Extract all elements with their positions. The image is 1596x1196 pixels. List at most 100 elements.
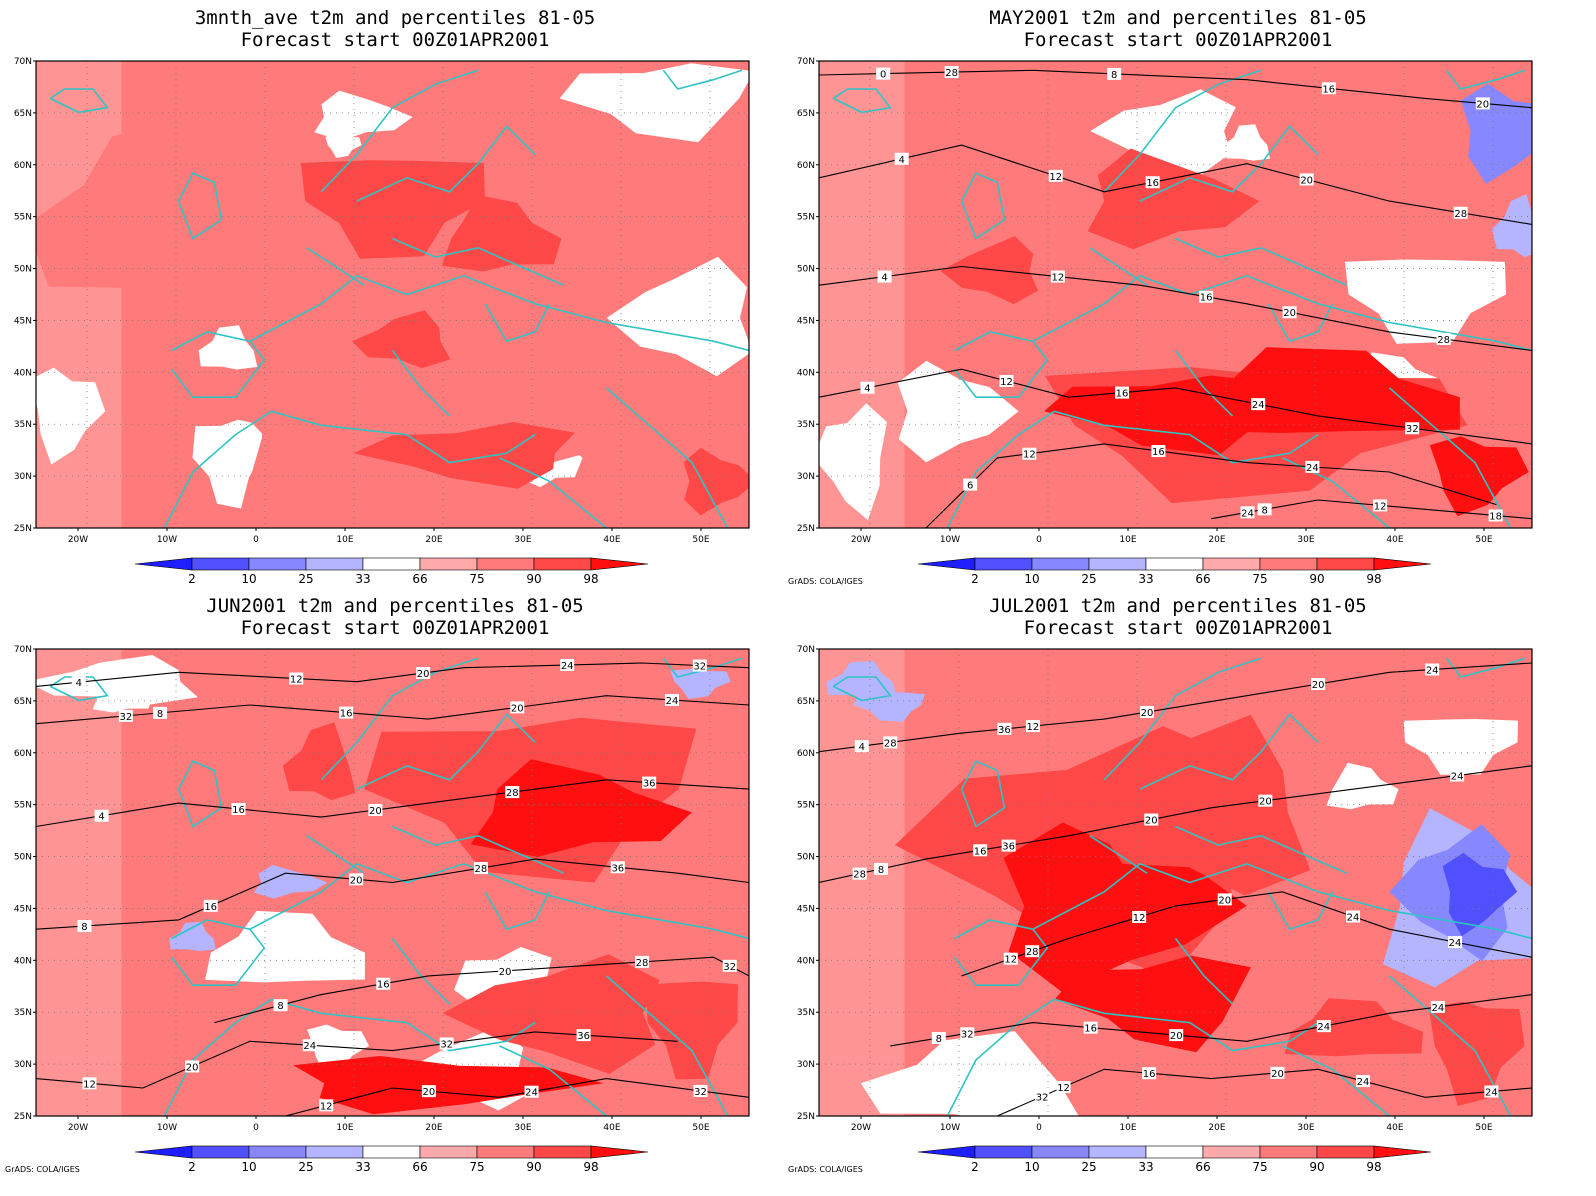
panel-title-line2: Forecast start 00Z01APR2001 xyxy=(1023,617,1333,639)
coastline xyxy=(320,69,479,193)
colorbar-swatch xyxy=(248,557,307,571)
contour-label: 24 xyxy=(1357,1077,1370,1088)
percentile-region xyxy=(940,236,1039,305)
coastline xyxy=(306,247,365,286)
map-svg: 4812812121612161620202020202020242424242… xyxy=(797,645,1533,1174)
colorbar-swatch xyxy=(533,1145,592,1159)
percentile-region xyxy=(307,1024,370,1073)
contour-label: 36 xyxy=(998,725,1011,736)
colorbar-swatch xyxy=(1316,1145,1375,1159)
percentile-region xyxy=(1344,259,1506,344)
percentile-region xyxy=(441,194,562,272)
contour-label-bg xyxy=(1282,306,1297,319)
contour-line xyxy=(36,858,749,930)
contour-label: 8 xyxy=(157,709,163,720)
percentile-region xyxy=(36,649,122,1116)
percentile-region xyxy=(1284,998,1423,1057)
contour-label-bg xyxy=(1001,839,1016,852)
coastline xyxy=(1089,247,1148,286)
percentile-region xyxy=(36,61,122,528)
colorbar-label: 25 xyxy=(298,572,313,586)
percentile-region xyxy=(192,419,264,509)
lon-tick-label: 20E xyxy=(1208,1123,1225,1133)
lat-tick-label: 30N xyxy=(797,472,815,482)
contour-label-bg xyxy=(1321,82,1336,95)
contour-label: 4 xyxy=(864,384,870,395)
lat-tick-label: 40N xyxy=(14,368,32,378)
colorbar-label: 10 xyxy=(241,572,256,586)
contour-label: 24 xyxy=(1485,1088,1498,1099)
colorbar-swatch xyxy=(1316,557,1375,571)
lon-tick-label: 20W xyxy=(68,535,88,545)
coastline xyxy=(662,69,743,90)
colorbar-swatch xyxy=(1088,1145,1147,1159)
lon-tick-label: 0 xyxy=(253,1123,259,1133)
lat-tick-label: 25N xyxy=(797,524,815,534)
contour-label-bg xyxy=(77,920,92,933)
shaded-field xyxy=(36,61,749,528)
colorbar-swatch xyxy=(1202,557,1261,571)
contour-label: 12 xyxy=(1000,377,1013,388)
contour-label-bg xyxy=(635,955,650,968)
contour-label-bg xyxy=(1251,398,1266,411)
lat-tick-label: 25N xyxy=(797,1112,815,1122)
contour-label: 20 xyxy=(1170,1031,1183,1042)
percentile-region xyxy=(169,921,216,951)
lat-tick-label: 70N xyxy=(14,57,32,67)
contour-label: 28 xyxy=(853,870,866,881)
lat-tick-label: 55N xyxy=(14,801,32,811)
colorbar-label: 25 xyxy=(1081,572,1096,586)
contour-label-bg xyxy=(439,1037,454,1050)
contour-label-bg xyxy=(664,693,679,706)
coastline xyxy=(320,657,479,781)
contour-label-bg xyxy=(1240,506,1255,519)
contour-label-bg xyxy=(693,1084,708,1097)
percentile-region xyxy=(670,668,731,699)
contour-label-bg xyxy=(273,999,288,1012)
coastline xyxy=(49,88,109,114)
contour-label: 4 xyxy=(98,812,104,823)
contour-label: 12 xyxy=(83,1079,96,1090)
percentile-region xyxy=(470,759,692,857)
colorbar-label: 98 xyxy=(1366,1160,1381,1174)
colorbar-label: 98 xyxy=(1366,572,1381,586)
colorbar-label: 66 xyxy=(1195,572,1210,586)
colorbar-swatch xyxy=(362,557,421,571)
contour-label-bg xyxy=(1346,910,1361,923)
contour-label: 8 xyxy=(1261,505,1267,516)
contour-label-bg xyxy=(289,672,304,685)
lat-tick-label: 65N xyxy=(797,109,815,119)
contour-label-bg xyxy=(153,706,168,719)
colorbar-arrow-right xyxy=(1373,1145,1432,1159)
lat-tick-label: 45N xyxy=(797,904,815,914)
coastline xyxy=(662,657,743,678)
map-frame xyxy=(818,648,1533,1117)
coastline xyxy=(392,825,564,874)
contour-label: 16 xyxy=(1143,1069,1156,1080)
contour-label-bg xyxy=(722,959,737,972)
contour-label: 20 xyxy=(186,1062,199,1073)
lat-tick-label: 55N xyxy=(797,213,815,223)
contour-label: 18 xyxy=(1489,511,1502,522)
panel-title-line1: MAY2001 t2m and percentiles 81-05 xyxy=(989,7,1367,29)
colorbar-swatch xyxy=(1031,557,1090,571)
coastline xyxy=(1032,274,1532,352)
percentile-region xyxy=(351,310,451,369)
lat-tick-label: 65N xyxy=(14,697,32,707)
lat-tick-label: 45N xyxy=(797,316,815,326)
contour-label: 20 xyxy=(422,1087,435,1098)
contour-label-bg xyxy=(319,1099,334,1112)
contour-label-bg xyxy=(1022,447,1037,460)
coastline xyxy=(306,835,365,874)
contour-label: 12 xyxy=(1133,913,1146,924)
lon-tick-label: 40E xyxy=(1386,1123,1403,1133)
contour-label: 32 xyxy=(440,1040,453,1051)
contour-label: 8 xyxy=(936,1034,942,1045)
colorbar-swatch xyxy=(533,557,592,571)
colorbar-swatch xyxy=(305,1145,364,1159)
lon-tick-label: 20W xyxy=(851,1123,871,1133)
contour-label: 28 xyxy=(1454,209,1467,220)
contour-label-bg xyxy=(576,1029,591,1042)
contour-label: 12 xyxy=(1057,1083,1070,1094)
contour-label-bg xyxy=(1142,1067,1157,1080)
